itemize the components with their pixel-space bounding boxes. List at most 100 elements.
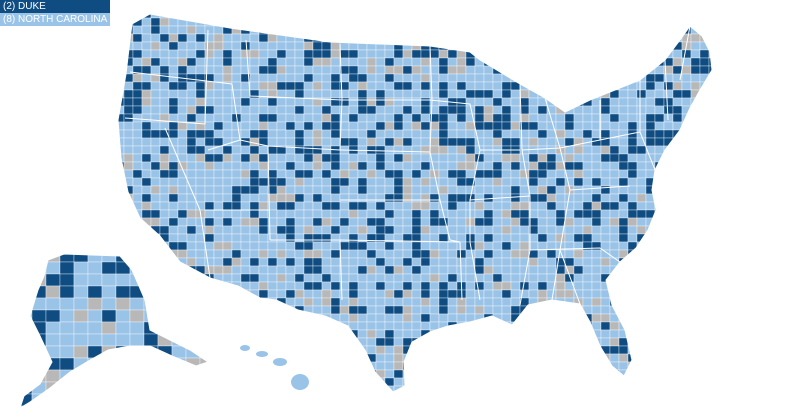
county-cell xyxy=(402,121,413,131)
county-cell xyxy=(375,14,386,19)
county-cell xyxy=(240,201,251,211)
county-cell xyxy=(492,217,503,227)
county-cell xyxy=(483,161,494,171)
county-cell xyxy=(510,305,521,315)
county-cell xyxy=(591,249,602,259)
county-cell xyxy=(294,14,305,19)
county-cell xyxy=(294,249,305,259)
county-cell xyxy=(699,121,710,131)
county-cell xyxy=(366,105,377,115)
county-cell xyxy=(87,345,103,359)
county-cell xyxy=(348,377,359,387)
county-cell xyxy=(636,57,647,67)
county-cell xyxy=(150,121,161,131)
county-cell xyxy=(330,41,341,51)
county-cell xyxy=(465,65,476,75)
county-cell xyxy=(528,353,539,363)
county-cell xyxy=(159,385,170,392)
county-cell xyxy=(348,73,359,83)
county-cell xyxy=(411,49,422,59)
county-cell xyxy=(645,89,656,99)
county-cell xyxy=(240,145,251,155)
county-cell xyxy=(259,394,268,402)
county-cell xyxy=(196,394,205,402)
county-cell xyxy=(115,273,131,287)
county-cell xyxy=(185,405,201,408)
county-cell xyxy=(555,14,566,19)
county-cell xyxy=(177,329,188,339)
county-cell xyxy=(118,41,125,51)
county-cell xyxy=(195,177,206,187)
county-cell xyxy=(159,33,170,43)
county-cell xyxy=(456,337,467,347)
county-cell xyxy=(663,329,674,339)
county-cell xyxy=(150,57,161,67)
county-cell xyxy=(321,177,332,187)
county-cell xyxy=(312,169,323,179)
county-cell xyxy=(249,257,260,267)
county-cell xyxy=(573,377,584,387)
county-cell xyxy=(384,161,395,171)
county-cell xyxy=(150,377,161,387)
county-cell xyxy=(546,345,557,355)
county-cell xyxy=(249,105,260,115)
county-cell xyxy=(699,353,710,363)
county-cell xyxy=(699,97,710,107)
county-cell xyxy=(609,161,620,171)
legend-item-north-carolina[interactable]: (8) NORTH CAROLINA xyxy=(0,13,110,26)
county-cell xyxy=(393,49,404,59)
county-cell xyxy=(393,193,404,203)
county-cell xyxy=(591,241,602,251)
county-cell xyxy=(501,257,512,267)
county-cell xyxy=(708,169,712,179)
county-cell xyxy=(348,369,359,379)
county-cell xyxy=(510,121,521,131)
county-cell xyxy=(438,177,449,187)
county-cell xyxy=(564,153,575,163)
county-cell xyxy=(267,249,278,259)
county-cell xyxy=(87,261,103,275)
county-cell xyxy=(708,25,712,35)
county-cell xyxy=(546,329,557,339)
county-cell xyxy=(339,337,350,347)
county-cell xyxy=(186,25,197,35)
county-cell xyxy=(213,385,224,392)
county-cell xyxy=(411,385,422,392)
county-cell xyxy=(483,201,494,211)
county-cell xyxy=(185,321,201,335)
county-cell xyxy=(348,281,359,291)
county-cell xyxy=(663,41,674,51)
county-cell xyxy=(267,377,278,387)
county-cell xyxy=(564,217,575,227)
county-cell xyxy=(672,17,683,27)
county-cell xyxy=(501,169,512,179)
county-cell xyxy=(528,129,539,139)
county-cell xyxy=(600,209,611,219)
county-cell xyxy=(132,121,143,131)
county-cell xyxy=(645,57,656,67)
county-cell xyxy=(159,177,170,187)
county-cell xyxy=(177,385,188,392)
county-cell xyxy=(645,289,656,299)
county-cell xyxy=(528,57,539,67)
county-cell xyxy=(249,361,260,371)
county-cell xyxy=(465,369,476,379)
county-cell xyxy=(429,137,440,147)
legend-item-duke[interactable]: (2) DUKE xyxy=(0,0,110,13)
county-cell xyxy=(249,193,260,203)
county-cell xyxy=(330,337,341,347)
county-cell xyxy=(546,361,557,371)
county-cell xyxy=(240,33,251,43)
county-cell xyxy=(276,337,287,347)
county-cell xyxy=(528,137,539,147)
county-cell xyxy=(195,345,206,355)
county-cell xyxy=(159,193,170,203)
county-cell xyxy=(528,33,539,43)
county-cell xyxy=(465,345,476,355)
county-cell xyxy=(546,225,557,235)
county-cell xyxy=(168,217,179,227)
county-cell xyxy=(681,97,692,107)
county-cell xyxy=(672,209,683,219)
county-cell xyxy=(529,394,538,402)
county-cell xyxy=(348,25,359,35)
